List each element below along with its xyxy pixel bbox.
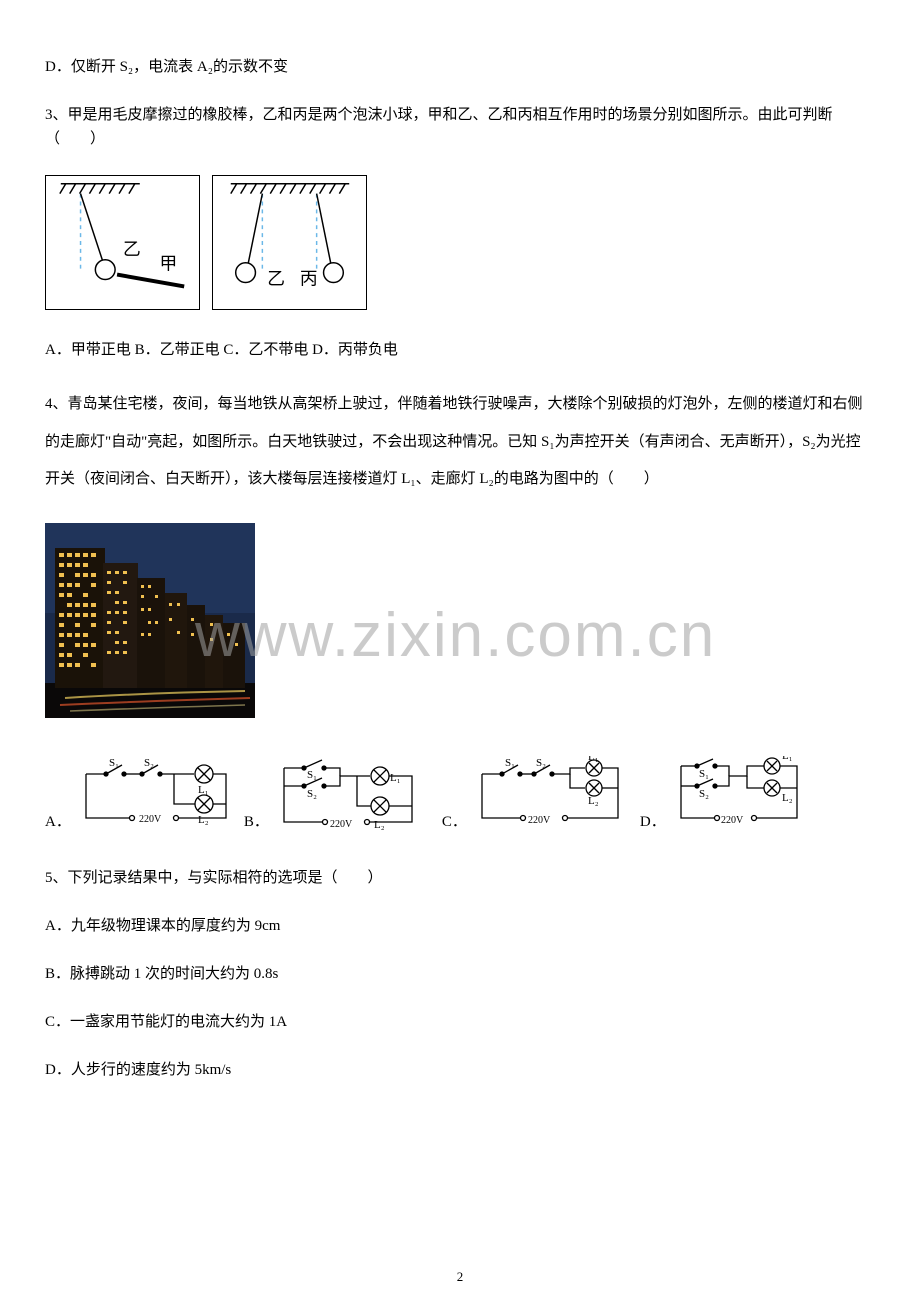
svg-text:L₁: L₁	[782, 756, 793, 762]
building-photo	[45, 523, 255, 718]
opt-b-label: B．	[244, 810, 269, 834]
svg-text:S₂: S₂	[699, 788, 709, 800]
q5-option-d: D．人步行的速度约为 5km/s	[45, 1058, 875, 1082]
q4-circuit-options: A．	[45, 756, 875, 834]
q3-diagram-1: 乙 甲	[45, 175, 200, 310]
q5-option-a: A．九年级物理课本的厚度约为 9cm	[45, 914, 875, 938]
circuit-option-c: C．	[442, 756, 635, 834]
svg-text:L₁: L₁	[390, 772, 401, 784]
svg-text:220V: 220V	[139, 814, 162, 825]
label-yi: 乙	[123, 239, 141, 259]
svg-text:S₁: S₁	[109, 757, 119, 769]
question-4: 4、青岛某住宅楼，夜间，每当地铁从高架桥上驶过，伴随着地铁行驶噪声，大楼除个别破…	[45, 386, 875, 499]
svg-text:220V: 220V	[721, 815, 744, 826]
svg-text:S₁: S₁	[699, 768, 709, 780]
q5-option-b: B．脉搏跳动 1 次的时间大约为 0.8s	[45, 962, 875, 986]
circuit-option-a: A．	[45, 756, 239, 834]
svg-text:L₂: L₂	[198, 814, 209, 826]
label-jia: 甲	[160, 254, 178, 274]
q5-option-c: C．一盏家用节能灯的电流大约为 1A	[45, 1010, 875, 1034]
circuit-option-d: D．	[640, 756, 819, 834]
svg-text:L₂: L₂	[588, 795, 599, 807]
svg-text:L₂: L₂	[374, 819, 385, 831]
label-bing: 丙	[300, 268, 318, 288]
svg-text:L₂: L₂	[782, 792, 793, 804]
q3-diagram-2: 乙 丙	[212, 175, 367, 310]
label-yi2: 乙	[267, 268, 285, 288]
q3-options: A．甲带正电 B．乙带正电 C．乙不带电 D．丙带负电	[45, 338, 875, 362]
opt-a-label: A．	[45, 810, 71, 834]
prev-d-option: D．仅断开 S₂，电流表 A₂的示数不变	[45, 55, 875, 79]
svg-text:220V: 220V	[330, 819, 353, 830]
question-5: 5、下列记录结果中，与实际相符的选项是（ ）	[45, 866, 875, 890]
question-3: 3、甲是用毛皮摩擦过的橡胶棒，乙和丙是两个泡沫小球，甲和乙、乙和丙相互作用时的场…	[45, 103, 875, 151]
svg-text:L₁: L₁	[588, 756, 599, 763]
svg-text:S₂: S₂	[536, 757, 546, 769]
svg-text:L₁: L₁	[198, 784, 209, 796]
watermark: www.zixin.com.cn	[195, 600, 716, 671]
svg-text:S₁: S₁	[307, 769, 317, 781]
opt-d-label: D．	[640, 810, 666, 834]
svg-text:220V: 220V	[528, 815, 551, 826]
q3-diagrams: 乙 甲	[45, 175, 875, 310]
circuit-option-b: B．	[244, 756, 437, 834]
svg-text:S₂: S₂	[144, 757, 154, 769]
page-number: 2	[457, 1269, 464, 1285]
svg-text:S₂: S₂	[307, 788, 317, 800]
svg-text:S₁: S₁	[505, 757, 515, 769]
opt-c-label: C．	[442, 810, 467, 834]
